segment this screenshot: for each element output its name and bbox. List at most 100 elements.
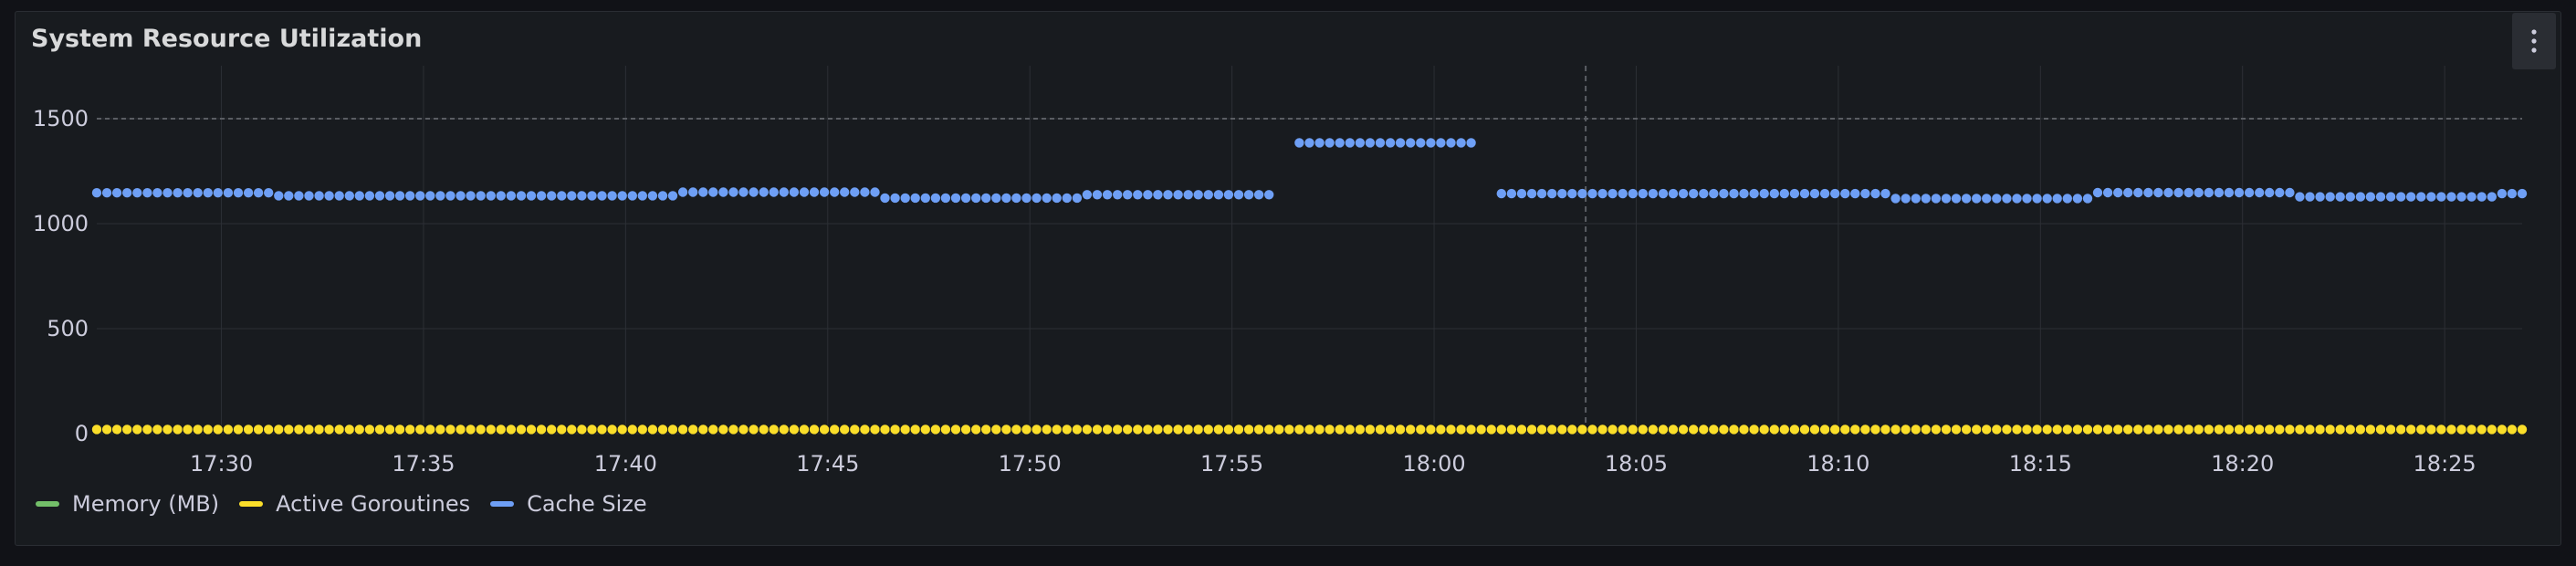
- cache-point: [819, 187, 830, 197]
- goroutines-point: [253, 424, 265, 435]
- goroutines-point: [1920, 424, 1932, 435]
- cache-point: [2295, 192, 2305, 202]
- goroutines-point: [516, 424, 528, 435]
- series-cache: [91, 138, 2528, 204]
- goroutines-point: [1788, 424, 1800, 435]
- goroutines-point: [1505, 424, 1517, 435]
- goroutines-point: [353, 424, 365, 435]
- cache-point: [779, 187, 789, 197]
- goroutines-point: [2374, 424, 2386, 435]
- goroutines-point: [243, 424, 255, 435]
- goroutines-point: [606, 424, 618, 435]
- goroutines-point: [1536, 424, 1548, 435]
- goroutines-point: [192, 424, 204, 435]
- cache-point: [1294, 138, 1304, 148]
- goroutines-point: [778, 424, 790, 435]
- panel-menu-button[interactable]: [2512, 13, 2556, 69]
- cache-point: [1809, 188, 1820, 199]
- cache-point: [688, 187, 698, 197]
- y-tick-label: 1000: [33, 211, 89, 236]
- cache-point: [173, 188, 183, 198]
- cache-point: [1709, 188, 1719, 199]
- goroutines-point: [1212, 424, 1224, 435]
- x-tick-label: 17:30: [190, 451, 253, 477]
- goroutines-point: [2385, 424, 2397, 435]
- cache-point: [2163, 187, 2173, 198]
- cache-point: [1123, 190, 1133, 200]
- cache-point: [2113, 187, 2123, 198]
- legend-item-cache[interactable]: Cache Size: [490, 491, 647, 517]
- legend-label-cache: Cache Size: [527, 491, 647, 517]
- goroutines-point: [1102, 424, 1114, 435]
- goroutines-point: [1849, 424, 1861, 435]
- cache-point: [1992, 194, 2002, 204]
- cache-point: [2345, 192, 2355, 202]
- cache-point: [111, 188, 122, 198]
- cache-point: [759, 187, 769, 197]
- goroutines-point: [1708, 424, 1720, 435]
- goroutines-point: [1819, 424, 1831, 435]
- panel-title: System Resource Utilization: [31, 25, 423, 53]
- x-tick-label: 18:25: [2414, 451, 2477, 477]
- cache-point: [1880, 188, 1890, 199]
- legend-swatch-cache: [490, 501, 515, 507]
- goroutines-point: [970, 424, 982, 435]
- goroutines-point: [1961, 424, 1973, 435]
- x-tick-label: 17:40: [594, 451, 657, 477]
- goroutines-point: [839, 424, 851, 435]
- cache-point: [1819, 188, 1830, 199]
- goroutines-point: [152, 424, 163, 435]
- cache-point: [1183, 190, 1193, 200]
- goroutines-point: [536, 424, 548, 435]
- goroutines-point: [1354, 424, 1366, 435]
- goroutines-point: [1415, 424, 1427, 435]
- chart-plot[interactable]: 0 500 1000 1500 17:30 17:35 17:40 17:45 17:50 17:…: [16, 12, 2562, 547]
- goroutines-point: [101, 424, 113, 435]
- legend-item-memory[interactable]: Memory (MB): [36, 491, 219, 517]
- cache-point: [445, 191, 456, 201]
- x-tick-label: 18:20: [2211, 451, 2274, 477]
- legend-item-goroutines[interactable]: Active Goroutines: [239, 491, 470, 517]
- goroutines-point: [2264, 424, 2276, 435]
- goroutines-point: [111, 424, 123, 435]
- cache-point: [900, 193, 910, 204]
- cache-point: [1456, 138, 1466, 148]
- goroutines-point: [2051, 424, 2063, 435]
- cache-point: [1062, 193, 1073, 204]
- x-tick-label: 17:45: [796, 451, 859, 477]
- goroutines-point: [697, 424, 709, 435]
- cache-point: [1628, 188, 1639, 199]
- cache-point: [880, 193, 890, 204]
- cache-point: [233, 188, 244, 198]
- goroutines-point: [212, 424, 224, 435]
- cache-point: [253, 188, 264, 198]
- goroutines-point: [182, 424, 194, 435]
- goroutines-point: [1617, 424, 1628, 435]
- cache-point: [364, 191, 375, 201]
- goroutines-point: [2395, 424, 2407, 435]
- goroutines-point: [1900, 424, 1911, 435]
- y-tick-label: 1500: [33, 106, 89, 131]
- goroutines-point: [2304, 424, 2316, 435]
- cache-point: [1153, 190, 1163, 200]
- goroutines-point: [1910, 424, 1922, 435]
- cache-point: [1719, 188, 1729, 199]
- goroutines-point: [1778, 424, 1790, 435]
- cache-point: [1597, 188, 1607, 199]
- goroutines-point: [2415, 424, 2427, 435]
- goroutines-point: [2405, 424, 2417, 435]
- goroutines-point: [2486, 424, 2497, 435]
- cache-point: [1021, 193, 1031, 204]
- goroutines-point: [1556, 424, 1568, 435]
- cache-point: [647, 191, 658, 201]
- cache-point: [2325, 192, 2335, 202]
- cache-point: [1789, 188, 1800, 199]
- goroutines-point: [2456, 424, 2467, 435]
- goroutines-point: [1991, 424, 2003, 435]
- goroutines-point: [1748, 424, 1760, 435]
- goroutines-point: [1485, 424, 1497, 435]
- goroutines-point: [2274, 424, 2286, 435]
- goroutines-point: [1122, 424, 1134, 435]
- cache-point: [394, 191, 405, 201]
- goroutines-point: [485, 424, 497, 435]
